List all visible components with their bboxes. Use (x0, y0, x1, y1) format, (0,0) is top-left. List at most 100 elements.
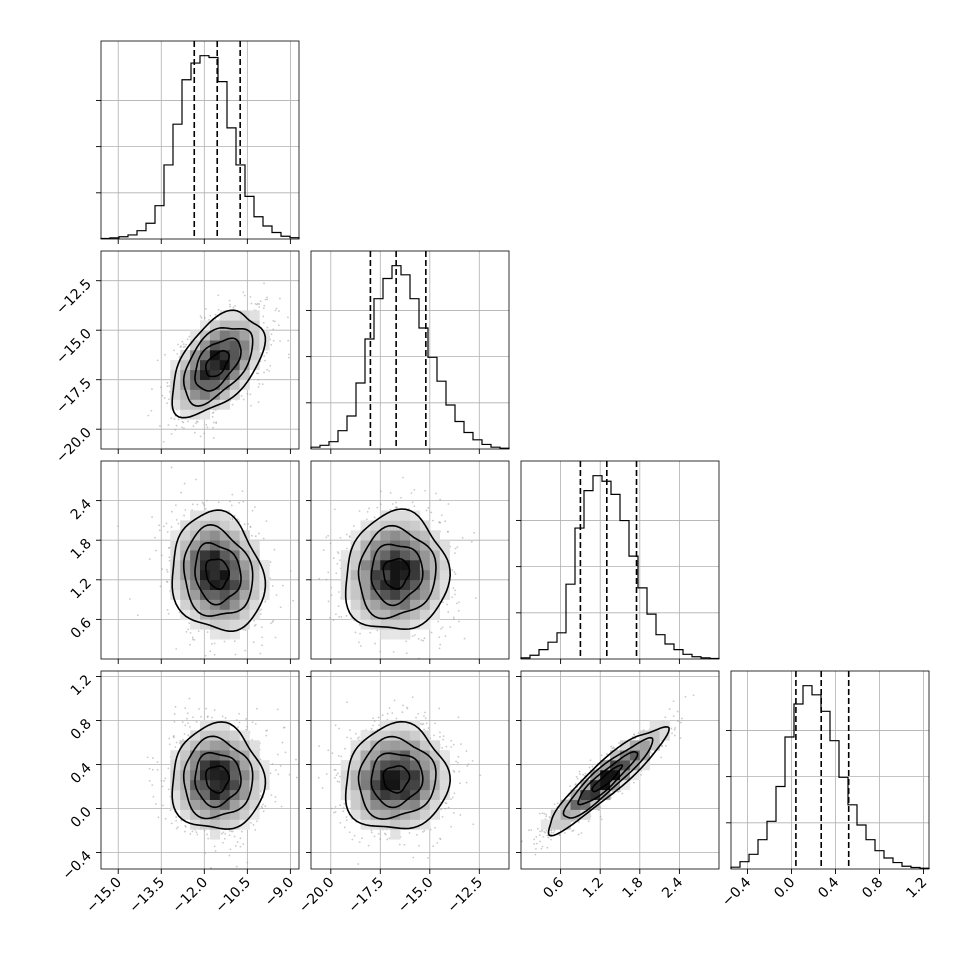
density-cell (239, 779, 250, 791)
density-cell (219, 809, 230, 820)
density-cell (380, 579, 391, 590)
scatter-point (457, 716, 460, 719)
scatter-point (330, 586, 333, 589)
scatter-point (425, 722, 428, 725)
density-cell (390, 569, 401, 581)
density-cell (190, 599, 201, 610)
density-cell (390, 550, 401, 561)
density-cell (209, 619, 221, 630)
scatter-point (279, 340, 281, 343)
scatter-point (351, 838, 354, 841)
density-cell (400, 740, 411, 751)
density-cell (410, 750, 421, 761)
y-tick-label: 0.8 (68, 716, 95, 743)
density-cell (419, 740, 431, 751)
scatter-point (206, 631, 209, 634)
density-cell (360, 779, 371, 791)
scatter-point (514, 569, 516, 571)
scatter-point (151, 768, 154, 771)
scatter-point (265, 730, 267, 732)
density-cell (219, 720, 230, 731)
density-cell (370, 569, 381, 581)
scatter-point (458, 770, 461, 773)
scatter-point (262, 810, 265, 813)
density-cell (380, 770, 391, 781)
scatter-point (357, 641, 360, 644)
x-tick-label: −9.0 (262, 875, 297, 910)
density-cell (180, 750, 191, 761)
density-cell (239, 560, 250, 571)
scatter-point (432, 845, 435, 848)
density-cell (229, 779, 240, 791)
scatter-point (444, 520, 447, 523)
scatter-point (571, 830, 574, 832)
scatter-point (234, 305, 236, 307)
scatter-point (453, 571, 456, 573)
scatter-point (436, 842, 439, 844)
scatter-point (174, 705, 177, 708)
scatter-point (212, 421, 215, 424)
scatter-point (345, 547, 348, 550)
density-cell (180, 350, 191, 361)
density-cell (209, 320, 221, 331)
density-cell (380, 560, 391, 571)
scatter-point (287, 316, 289, 319)
density-cell (410, 520, 421, 531)
scatter-point (279, 765, 282, 767)
scatter-point (184, 830, 186, 833)
scatter-point (679, 737, 682, 740)
scatter-point (265, 351, 268, 354)
density-cell (180, 740, 191, 751)
scatter-point (415, 716, 417, 719)
density-cell (180, 530, 191, 541)
y-tick-label: −15.0 (53, 326, 95, 368)
scatter-point (173, 720, 176, 723)
density-cell (200, 740, 211, 751)
density-cell (180, 520, 191, 531)
scatter-point (234, 665, 236, 667)
scatter-point (432, 519, 434, 522)
scatter-point (533, 838, 536, 841)
scatter-point (254, 829, 257, 831)
density-cell (200, 779, 211, 791)
scatter-point (232, 306, 235, 309)
density-cell (209, 789, 221, 800)
scatter-point (450, 739, 453, 742)
scatter-point (154, 536, 156, 539)
scatter-point (376, 506, 379, 509)
scatter-point (553, 803, 556, 806)
density-cell (350, 569, 361, 581)
scatter-point (389, 508, 392, 511)
scatter-point (422, 639, 425, 642)
density-cell (239, 789, 250, 800)
scatter-point (354, 732, 357, 735)
scatter-point (458, 620, 460, 623)
scatter-point (333, 811, 335, 814)
scatter-point (175, 741, 178, 744)
scatter-point (154, 549, 157, 552)
scatter-point (230, 830, 233, 833)
density-cell (259, 579, 270, 590)
density-cell (419, 569, 431, 581)
y-tick-label: 1.2 (68, 672, 95, 699)
scatter-point (206, 715, 209, 718)
scatter-point (277, 753, 279, 756)
scatter-point (170, 466, 173, 469)
density-cell (249, 809, 260, 820)
density-cell (400, 579, 411, 590)
scatter-point (259, 652, 262, 655)
scatter-point (175, 819, 178, 822)
scatter-point (327, 534, 329, 537)
density-cell (410, 740, 421, 751)
scatter-point (541, 845, 544, 848)
scatter-point (257, 302, 259, 305)
density-cell (410, 599, 421, 610)
contour-line (382, 765, 411, 794)
scatter-point (252, 641, 255, 643)
scatter-point (168, 556, 171, 559)
scatter-point (370, 727, 373, 730)
scatter-point (164, 817, 167, 820)
scatter-point (288, 773, 291, 776)
y-tick-label: 1.8 (68, 536, 95, 563)
